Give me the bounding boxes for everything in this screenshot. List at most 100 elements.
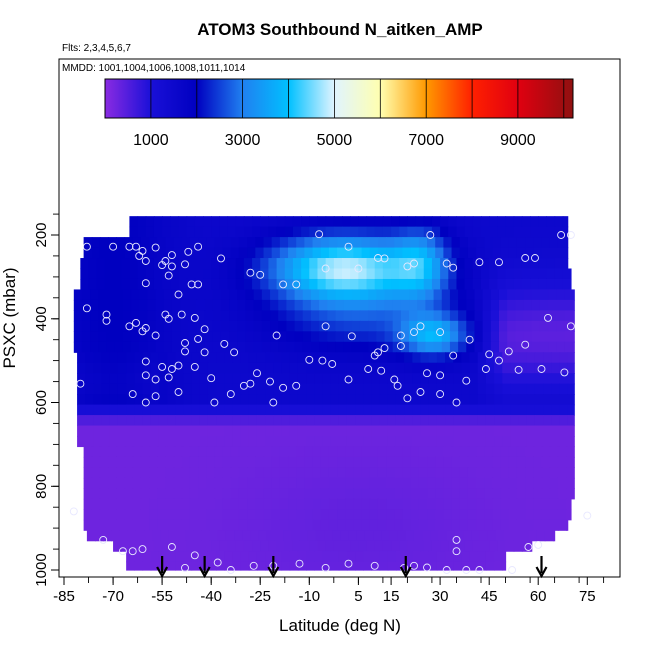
heatmap-cell xyxy=(150,383,160,395)
heatmap-cell xyxy=(338,383,348,395)
heatmap-cell xyxy=(445,404,454,416)
sample-point xyxy=(475,258,484,267)
heatmap-cell xyxy=(135,530,145,542)
heatmap-cell xyxy=(150,425,160,437)
heatmap-cell xyxy=(252,216,261,228)
heatmap-cell xyxy=(410,488,420,500)
heatmap-cell xyxy=(556,331,565,343)
heatmap-cell xyxy=(498,331,508,343)
heatmap-cell xyxy=(453,425,462,437)
x-tick-label: 45 xyxy=(481,588,498,605)
heatmap-cell xyxy=(359,341,369,353)
heatmap-cell xyxy=(418,509,428,521)
heatmap-cell xyxy=(263,488,273,500)
heatmap-cell xyxy=(472,216,482,228)
heatmap-cell xyxy=(358,216,368,228)
heatmap-cell xyxy=(265,394,274,406)
heatmap-cell xyxy=(212,341,222,353)
heatmap-cell xyxy=(392,310,402,322)
heatmap-cell xyxy=(153,268,163,280)
heatmap-cell xyxy=(549,477,559,489)
heatmap-cell xyxy=(276,268,286,280)
heatmap-cell xyxy=(116,456,126,469)
heatmap-cell xyxy=(175,373,184,385)
heatmap-cell xyxy=(126,362,135,374)
heatmap-cell xyxy=(345,519,355,531)
heatmap-cell xyxy=(459,509,469,521)
heatmap-cell xyxy=(525,488,534,500)
heatmap-cell xyxy=(194,216,204,228)
heatmap-cell xyxy=(307,530,317,542)
heatmap-cell xyxy=(230,247,240,259)
heatmap-cell xyxy=(467,456,477,469)
heatmap-cell xyxy=(134,415,144,427)
heatmap-cell xyxy=(355,404,364,416)
sample-point xyxy=(174,388,183,396)
heatmap-cell xyxy=(485,394,495,406)
heatmap-cell xyxy=(189,446,199,458)
heatmap-cell xyxy=(183,394,193,406)
heatmap-cell xyxy=(363,436,373,448)
heatmap-cell xyxy=(423,278,433,291)
heatmap-cell xyxy=(395,404,405,416)
heatmap-cell xyxy=(116,509,126,521)
sample-point xyxy=(416,388,425,396)
sample-point xyxy=(138,327,147,336)
heatmap-cell xyxy=(240,561,250,571)
heatmap-cell xyxy=(492,467,502,479)
heatmap-cell xyxy=(265,362,274,374)
heatmap-cell xyxy=(320,456,330,469)
heatmap-cell xyxy=(551,352,561,364)
heatmap-cell xyxy=(534,362,544,374)
heatmap-cell xyxy=(520,530,530,542)
heatmap-cell xyxy=(494,561,503,571)
heatmap-cell xyxy=(167,373,176,385)
heatmap-cell xyxy=(384,289,394,301)
heatmap-cell xyxy=(428,404,438,416)
heatmap-cell xyxy=(108,477,117,489)
heatmap-cell xyxy=(505,278,515,291)
heatmap-cell xyxy=(157,247,166,259)
heatmap-cell xyxy=(366,268,376,280)
sample-point xyxy=(347,332,356,341)
heatmap-cell xyxy=(351,331,361,343)
heatmap-cell xyxy=(391,278,400,291)
heatmap-cell xyxy=(248,373,258,385)
heatmap-cell xyxy=(256,352,266,364)
heatmap-cell xyxy=(238,477,248,489)
sample-point xyxy=(426,231,435,239)
heatmap-cell xyxy=(235,258,245,270)
heatmap-cell xyxy=(374,226,384,238)
heatmap-cell xyxy=(384,310,394,322)
heatmap-cell xyxy=(147,310,157,322)
sample-point xyxy=(295,559,304,568)
heatmap-cell xyxy=(466,289,476,301)
heatmap-cell xyxy=(183,352,193,364)
heatmap-cell xyxy=(163,341,173,353)
heatmap-cell xyxy=(137,268,147,280)
heatmap-cell xyxy=(211,226,220,238)
heatmap-cell xyxy=(137,258,147,270)
heatmap-cell xyxy=(245,331,255,343)
heatmap-cell xyxy=(436,425,446,437)
sample-point xyxy=(403,394,412,403)
heatmap-cell xyxy=(505,540,515,552)
heatmap-cell xyxy=(428,383,438,395)
heatmap-cell xyxy=(518,394,528,406)
heatmap-cell xyxy=(188,320,198,332)
heatmap-cell xyxy=(273,551,283,563)
heatmap-cell xyxy=(230,467,240,479)
heatmap-cell xyxy=(557,498,567,510)
heatmap-cell xyxy=(90,299,99,311)
heatmap-cell xyxy=(456,278,466,291)
heatmap-cell xyxy=(91,446,101,458)
heatmap-cell xyxy=(467,247,477,259)
heatmap-cell xyxy=(405,530,415,542)
heatmap-cell xyxy=(516,456,526,469)
heatmap-cell xyxy=(157,498,166,510)
heatmap-cell xyxy=(498,310,508,322)
heatmap-cell xyxy=(369,509,379,521)
heatmap-cell xyxy=(111,530,121,542)
heatmap-cell xyxy=(204,320,214,332)
heatmap-cell xyxy=(500,237,510,249)
